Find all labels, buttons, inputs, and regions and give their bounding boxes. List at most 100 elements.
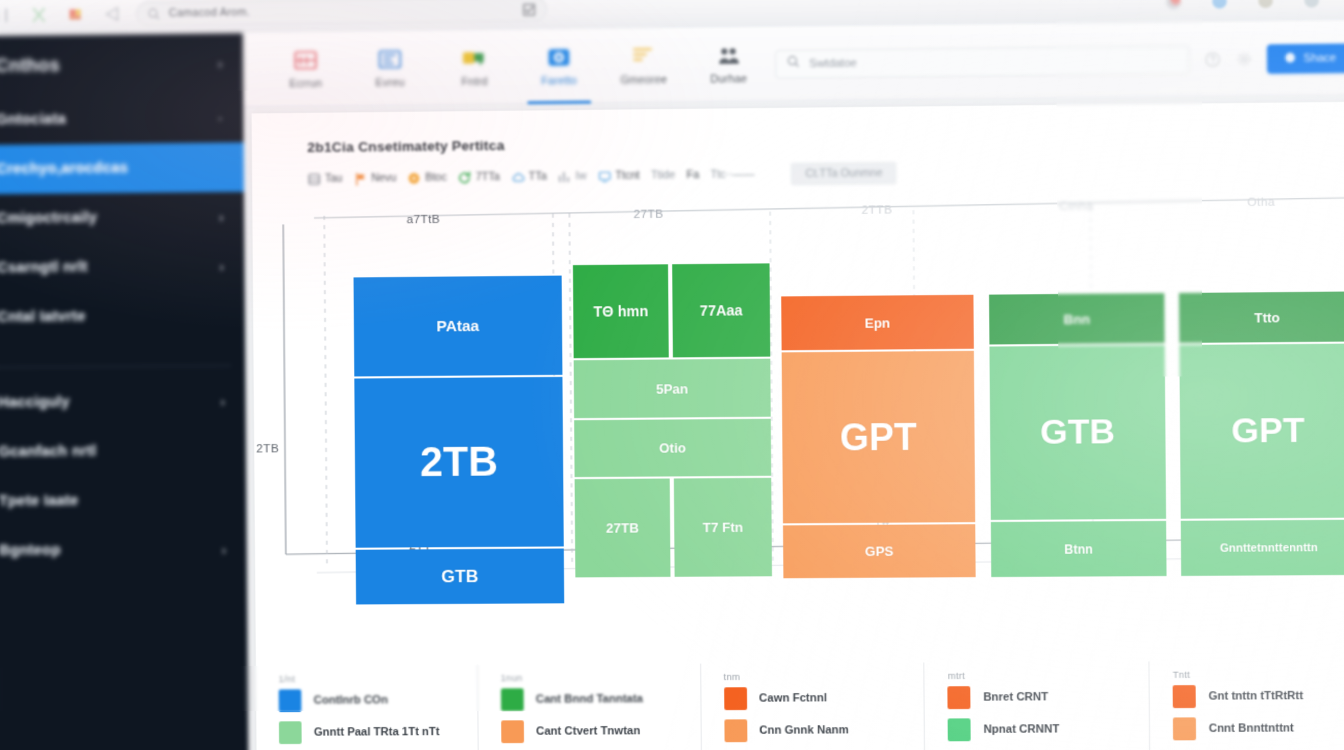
legend-item[interactable]: Npnat CRNNT xyxy=(948,718,1139,742)
legend-item[interactable]: Gnntt Paal TRta 1Tt nTt xyxy=(278,721,467,745)
legend-item[interactable]: Cawn Fctnnl xyxy=(723,686,914,711)
chart-legend: 1/nt Contlnrb COn Gnntt Paal TRta 1Tt nTt 1… xyxy=(256,660,1344,750)
sidebar-item-list: Cnthos › Gntociata · Crechyo,arocdcas Cmigoct… xyxy=(0,33,247,576)
treemap-block[interactable]: 5Pan xyxy=(573,358,771,419)
send-icon[interactable] xyxy=(103,5,122,24)
legend-group-caption: 1/nt xyxy=(278,673,296,685)
treemap-block[interactable]: PAtaa xyxy=(353,275,563,377)
address-bar-text: Camacod Arom. xyxy=(168,6,251,20)
address-bar-actions[interactable] xyxy=(522,2,536,16)
treemap-block[interactable]: GPT xyxy=(781,350,976,524)
bookmark-star-icon[interactable] xyxy=(30,6,49,25)
tab-1[interactable]: Evreu xyxy=(350,31,431,106)
tab-3[interactable]: Faretto xyxy=(518,29,599,104)
notifications-icon[interactable] xyxy=(1166,0,1181,10)
toolbar-action-8[interactable]: Fa xyxy=(686,169,699,182)
legend-item[interactable]: Gnt tnttn tTtRtRtt xyxy=(1172,684,1344,709)
account-icon[interactable] xyxy=(1212,0,1227,9)
legend-item[interactable]: Contlnrb COn xyxy=(278,689,467,713)
browser-right-icons xyxy=(1166,0,1344,10)
treemap-block[interactable]: GTB xyxy=(355,548,565,605)
chevron-right-icon: › xyxy=(218,209,224,225)
extension-icon[interactable] xyxy=(66,5,85,24)
sidebar-item-6[interactable]: Hacciguly › xyxy=(0,376,246,427)
tab-4[interactable]: Gmeoree xyxy=(603,28,684,103)
toolbar-action-6[interactable]: Ttcnt xyxy=(598,169,640,183)
cloud-icon xyxy=(511,170,526,184)
help-icon[interactable] xyxy=(1204,51,1221,68)
toolbar-action-label: Fa xyxy=(686,168,700,182)
treemap-block[interactable]: 77Aaa xyxy=(672,263,771,358)
treemap-block[interactable]: Otio xyxy=(574,418,772,478)
treemap-block-label: Ttto xyxy=(1254,309,1280,326)
menu-icon[interactable] xyxy=(1304,0,1320,8)
chevron-right-icon: › xyxy=(217,55,223,72)
bookmark-icon[interactable] xyxy=(522,2,536,16)
gear-icon[interactable] xyxy=(1235,51,1252,68)
record-icon xyxy=(545,46,572,69)
legend-group-caption: 1nun xyxy=(500,672,523,684)
treemap-block[interactable]: GPT xyxy=(1179,343,1344,519)
treemap-block[interactable]: 2TB xyxy=(354,376,564,548)
legend-swatch xyxy=(723,687,747,711)
treemap-block[interactable]: GPS xyxy=(782,524,976,579)
sidebar-item-4[interactable]: Csarngtl nrlt › xyxy=(0,241,245,293)
treemap-block-label: GTB xyxy=(441,566,479,586)
legend-label: Cnn Gnnk Nanm xyxy=(759,724,849,737)
sidebar-item-label: Gcanfach nrtl xyxy=(0,443,97,461)
toolbar-action-0[interactable]: Tau xyxy=(307,172,342,186)
legend-item[interactable]: Cant Ctvert Tnwtan xyxy=(500,720,690,744)
toolbar-action-4[interactable]: TTa xyxy=(511,170,547,184)
share-button[interactable]: Shace xyxy=(1266,43,1344,74)
toolbar-action-5[interactable]: Iw xyxy=(558,169,587,183)
treemap-block[interactable]: GTB xyxy=(989,345,1167,520)
tab-2[interactable]: Fntrd xyxy=(434,30,515,105)
sidebar-item-label: Bgnteop xyxy=(0,542,61,560)
people-icon xyxy=(715,44,742,67)
back-icon[interactable] xyxy=(0,6,11,25)
legend-item[interactable]: Cnn Gnnk Nanm xyxy=(723,719,914,743)
search-input[interactable]: Swtdatoe xyxy=(774,45,1190,79)
tab-label: Ecrrun xyxy=(289,77,323,91)
ribbon-right-tools: Swtdatoe Shace xyxy=(774,20,1344,101)
toolbar-action-label: Tau xyxy=(324,172,343,185)
toolbar-action-3[interactable]: 7TTa xyxy=(458,170,500,184)
treemap-block[interactable]: Btnn xyxy=(990,520,1167,578)
treemap-block[interactable]: Bnn xyxy=(989,293,1165,345)
treemap-block-label: GPS xyxy=(864,543,894,560)
treemap-block[interactable]: Gnnttetnnttennttn xyxy=(1180,519,1344,576)
legend-item[interactable]: Cant Bnnd Tanntata xyxy=(500,687,690,712)
sidebar-item-9[interactable]: Bgnteop › xyxy=(0,525,247,576)
treemap-block[interactable]: TΘ hmn xyxy=(572,264,669,359)
sidebar-item-3[interactable]: Cmigoctrcaily › xyxy=(0,192,244,244)
table-icon xyxy=(292,49,319,72)
sidebar-item-1[interactable]: Gntociata · xyxy=(0,93,244,145)
sidebar-item-2[interactable]: Crechyo,arocdcas xyxy=(0,142,244,195)
sidebar-item-label: Csarngtl nrlt xyxy=(0,259,88,277)
sidebar-item-8[interactable]: Tpete Iaate xyxy=(0,475,247,526)
treemap-block-label: 5Pan xyxy=(655,380,689,397)
treemap-block[interactable]: Epn xyxy=(781,294,974,351)
sidebar-item-5[interactable]: Cntal Iatvrte xyxy=(0,291,245,343)
toolbar-status-pill[interactable]: Ct.TTa Ounmne xyxy=(790,161,898,186)
extensions-icon[interactable] xyxy=(1258,0,1273,9)
treemap-block[interactable]: 27TB xyxy=(574,478,671,578)
tab-5[interactable]: Durhae xyxy=(688,27,769,102)
treemap-block-label: GPT xyxy=(1231,410,1305,451)
legend-item[interactable]: Bnret CRNT xyxy=(947,685,1139,710)
legend-group-caption: Tntt xyxy=(1172,669,1191,681)
address-bar[interactable]: Camacod Arom. xyxy=(135,0,548,27)
toolbar-action-7[interactable]: Ttide xyxy=(651,169,675,182)
tab-label: Durhae xyxy=(710,72,748,86)
treemap-block[interactable]: Ttto xyxy=(1178,291,1344,343)
tab-label: Gmeoree xyxy=(620,73,668,87)
treemap-block[interactable]: T7 Ftn xyxy=(673,477,772,577)
legend-item[interactable]: Cnnt Bnnttnttnt xyxy=(1173,717,1344,741)
toolbar-action-9[interactable]: Ttc··—— xyxy=(711,168,755,181)
chart-icon xyxy=(558,170,572,184)
sidebar-item-7[interactable]: Gcanfach nrtl xyxy=(0,426,246,477)
toolbar-action-2[interactable]: Btoc xyxy=(408,171,447,185)
toolbar-action-1[interactable]: Nevu xyxy=(354,171,397,185)
sidebar-item-0[interactable]: Cnthos › xyxy=(0,33,243,96)
tab-0[interactable]: Ecrrun xyxy=(265,32,346,107)
